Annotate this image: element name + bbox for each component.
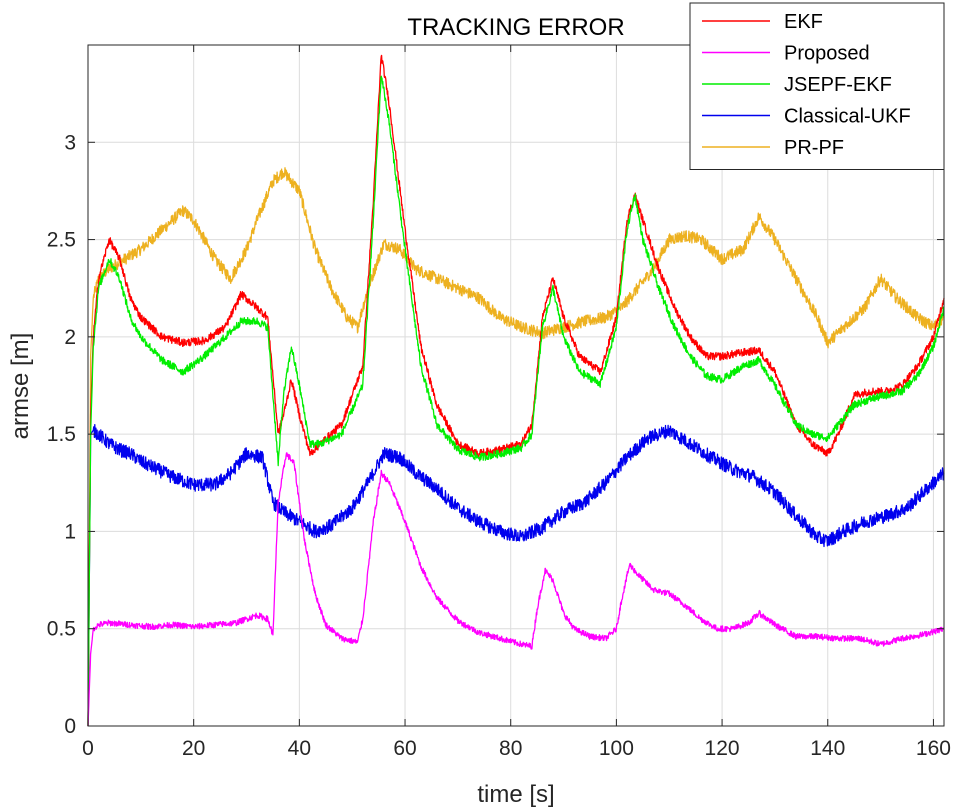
x-tick-label: 100 [599,737,634,760]
y-tick-label: 2 [64,326,76,349]
y-tick-label: 3 [64,131,76,154]
series-lines [87,54,945,727]
x-tick-label: 160 [916,737,951,760]
y-axis-title: armse [m] [7,333,34,440]
y-tick-label: 0.5 [47,618,76,641]
axes-box [87,44,945,727]
legend: EKF Proposed JSEPF-EKF Classical-UKF PR-PF [689,2,945,170]
y-tick-label: 2.5 [47,229,76,252]
legend-box [689,2,945,170]
x-tick-label: 80 [499,737,522,760]
series-line-pr-pf [87,167,945,727]
x-tick-label: 60 [393,737,416,760]
x-tick-label: 20 [182,737,205,760]
x-tick-label: 40 [288,737,311,760]
x-tick-label: 140 [810,737,845,760]
series-line-classical-ukf [87,424,945,727]
x-tick-label: 0 [82,737,94,760]
y-tick-label: 1 [64,520,76,543]
x-axis-title: time [s] [477,781,554,808]
y-tick-label: 0 [64,715,76,738]
legend-label-proposed: Proposed [784,43,870,65]
chart-title: TRACKING ERROR [407,14,624,41]
legend-label-classical-ukf: Classical-UKF [784,106,911,128]
legend-label-jsepf-ekf: JSEPF-EKF [784,74,892,96]
series-line-jsepf-ekf [87,75,945,727]
series-line-proposed [87,452,945,727]
legend-label-ekf: EKF [784,11,823,33]
y-tick-label: 1.5 [47,423,76,446]
x-tick-label: 120 [705,737,740,760]
tick-labels: 0 20 40 60 80 100 120 140 160 0 0.5 1 1.5 2 2.5 3 [47,131,951,760]
legend-label-pr-pf: PR-PF [784,137,844,159]
